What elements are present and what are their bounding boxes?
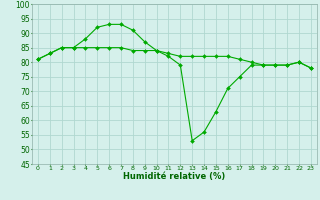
X-axis label: Humidité relative (%): Humidité relative (%) — [123, 172, 226, 181]
